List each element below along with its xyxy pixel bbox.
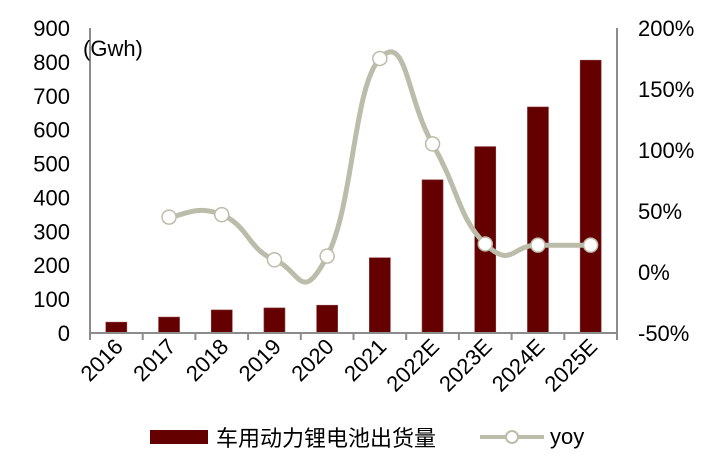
x-axis-label: 2024E (487, 334, 550, 397)
bar-2018 (210, 309, 233, 334)
bar-2025E (579, 59, 602, 334)
yoy-marker (214, 206, 230, 223)
legend-line-label: yoy (550, 424, 585, 449)
left-axis-tick: 100 (33, 287, 70, 312)
legend-bar-label: 车用动力锂电池出货量 (216, 427, 437, 452)
x-axis-label: 2016 (76, 334, 128, 386)
x-axis-label: 2018 (181, 334, 233, 386)
yoy-marker (266, 252, 283, 268)
left-axis-tick: 900 (33, 16, 70, 41)
x-axis-label: 2017 (128, 334, 180, 386)
bar-2021 (369, 257, 391, 334)
x-axis-label: 2020 (286, 334, 338, 386)
right-axis-tick: 200% (638, 16, 694, 41)
right-axis-tick: 150% (638, 77, 694, 102)
bar-2020 (316, 304, 338, 334)
yoy-marker (424, 136, 441, 152)
legend-bar-swatch (150, 430, 208, 444)
yoy-marker (372, 50, 388, 67)
right-axis-tick: 100% (638, 138, 694, 163)
right-axis-tick: 0% (638, 260, 670, 285)
left-axis-tick: 800 (33, 50, 70, 75)
bar-2016 (105, 321, 128, 334)
x-axis-label: 2023E (434, 334, 497, 397)
left-axis-tick: 200 (33, 253, 70, 278)
left-axis-tick: 600 (33, 118, 70, 143)
left-axis-tick: 400 (33, 185, 70, 210)
yoy-marker (161, 209, 177, 225)
yoy-marker (582, 237, 599, 253)
yoy-marker (319, 248, 335, 264)
legend: 车用动力锂电池出货量 yoy (150, 420, 584, 454)
bar-2017 (158, 316, 180, 334)
right-axis-tick: 50% (638, 199, 682, 224)
bar-2019 (263, 307, 286, 334)
left-axis-tick: 0 (58, 321, 70, 346)
yoy-marker (477, 236, 493, 252)
unit-label: (Gwh) (83, 36, 143, 61)
left-axis-tick: 300 (33, 219, 70, 244)
left-axis-tick: 700 (33, 84, 70, 109)
x-axis-label: 2025E (540, 334, 603, 397)
x-axis-label: 2019 (234, 334, 286, 386)
legend-line-swatch (480, 430, 545, 444)
left-axis-tick: 500 (33, 152, 70, 177)
x-axis-label: 2022E (381, 334, 444, 397)
bar-2022E (421, 179, 444, 334)
right-axis-tick: -50% (638, 321, 689, 346)
bar-2024E (527, 106, 549, 334)
yoy-marker (530, 237, 546, 253)
